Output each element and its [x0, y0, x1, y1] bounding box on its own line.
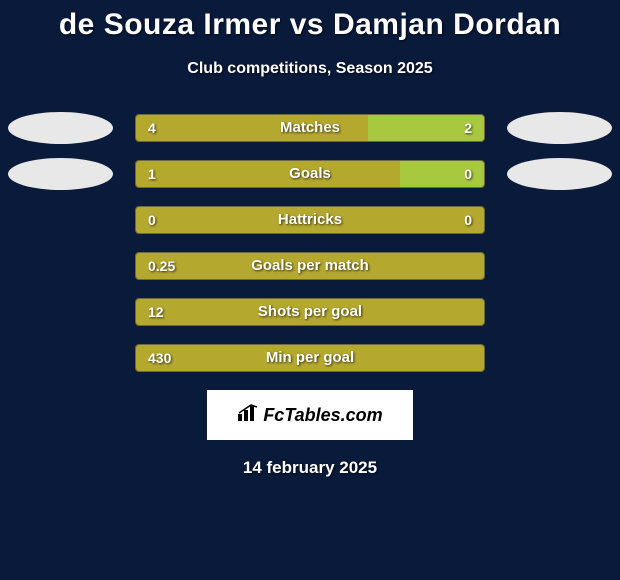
stat-row: Shots per goal12 — [0, 298, 620, 326]
bar-track — [135, 344, 485, 372]
avatar-left — [8, 158, 113, 190]
stat-row: Goals10 — [0, 160, 620, 188]
page-title: de Souza Irmer vs Damjan Dordan — [0, 0, 620, 42]
date-text: 14 february 2025 — [0, 458, 620, 478]
bar-track — [135, 298, 485, 326]
chart-icon — [237, 404, 259, 427]
bar-left — [136, 299, 484, 325]
logo: FcTables.com — [237, 404, 382, 427]
avatar-right — [507, 158, 612, 190]
stat-row: Min per goal430 — [0, 344, 620, 372]
avatar-right — [507, 112, 612, 144]
comparison-rows: Matches42 Goals10 Hattricks00 Goals per mat… — [0, 114, 620, 372]
stat-row: Hattricks00 — [0, 206, 620, 234]
bar-left — [136, 207, 484, 233]
bar-track — [135, 160, 485, 188]
bar-left — [136, 253, 484, 279]
bar-right — [400, 161, 484, 187]
bar-right — [368, 115, 484, 141]
logo-box: FcTables.com — [207, 390, 413, 440]
subtitle: Club competitions, Season 2025 — [0, 60, 620, 78]
stat-row: Matches42 — [0, 114, 620, 142]
bar-left — [136, 115, 368, 141]
bar-track — [135, 252, 485, 280]
stat-row: Goals per match0.25 — [0, 252, 620, 280]
bar-track — [135, 114, 485, 142]
bar-left — [136, 161, 400, 187]
logo-text: FcTables.com — [263, 405, 382, 426]
bar-left — [136, 345, 484, 371]
avatar-left — [8, 112, 113, 144]
bar-track — [135, 206, 485, 234]
